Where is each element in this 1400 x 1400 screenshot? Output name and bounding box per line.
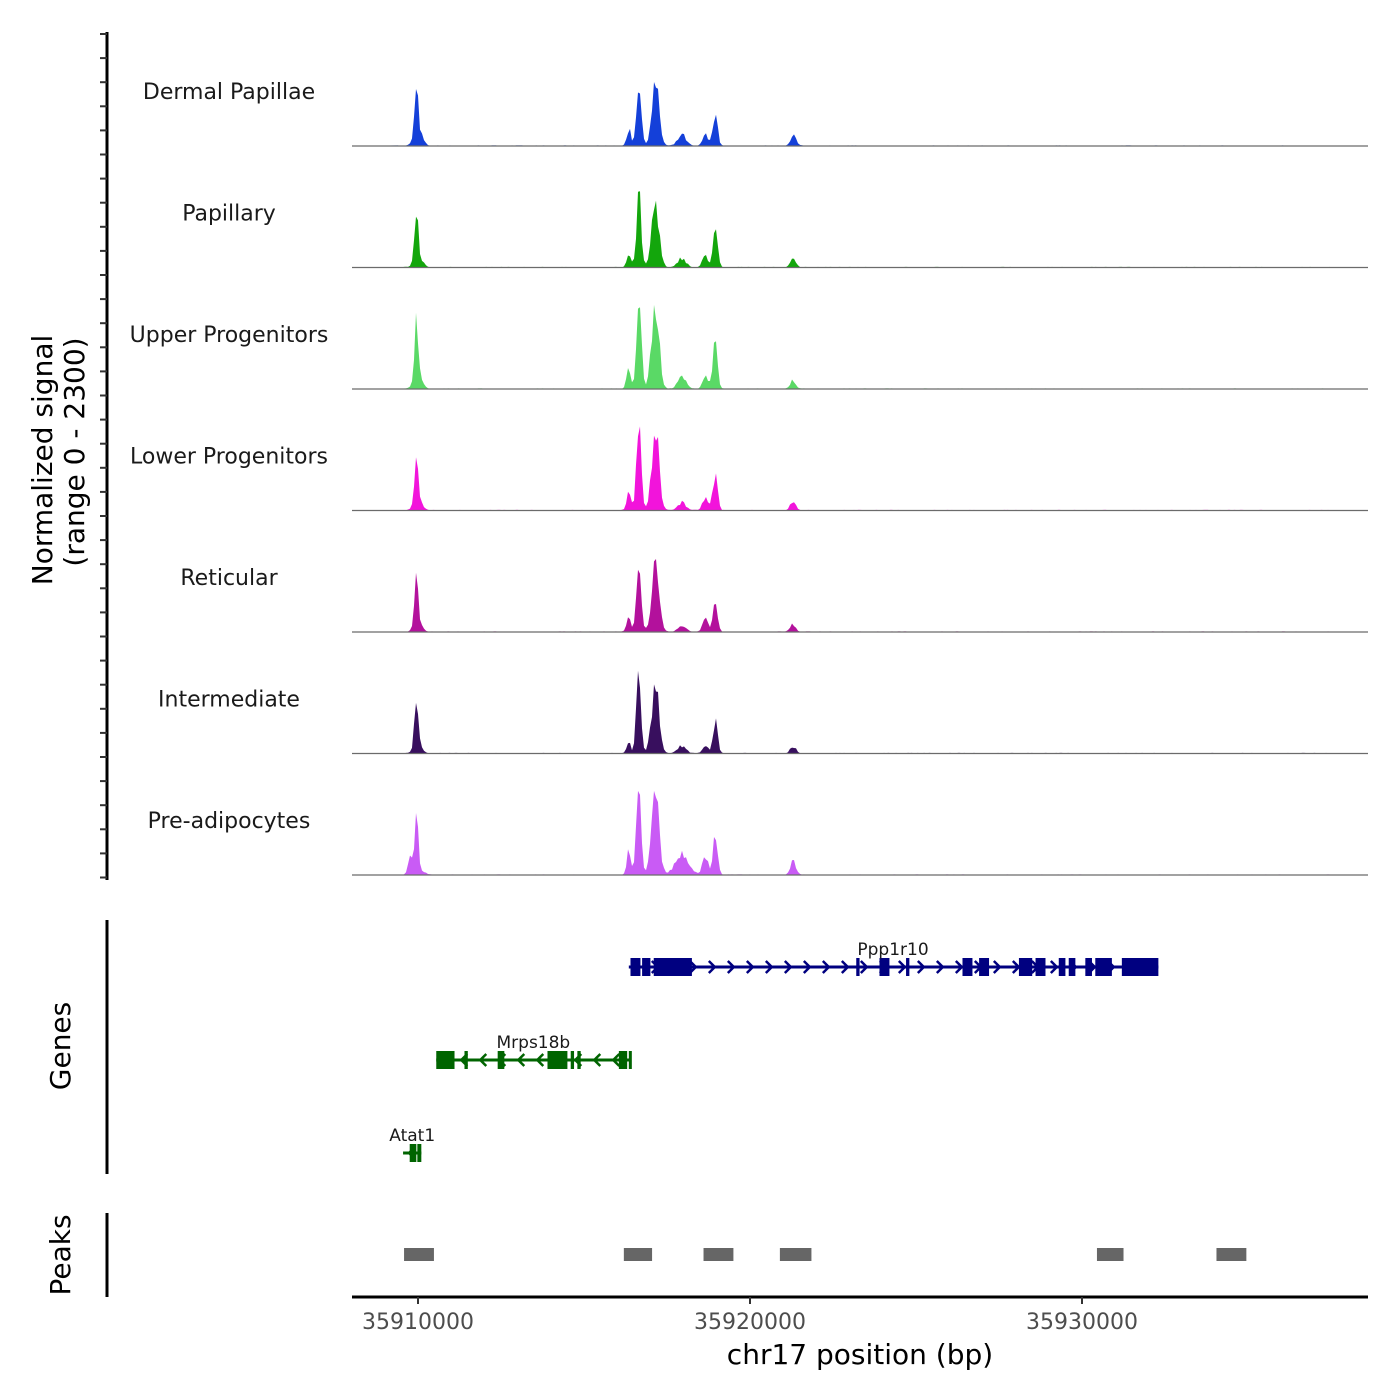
gene-exon xyxy=(1085,958,1092,976)
coverage-area xyxy=(352,82,1330,146)
coverage-tracks: Dermal Papillae Papillary Upper Progenitor… xyxy=(130,80,1368,876)
gene-exon xyxy=(577,1051,581,1069)
peaks-track-title: Peaks xyxy=(44,1214,77,1295)
gene-exon xyxy=(1018,958,1033,976)
track-label: Reticular xyxy=(180,566,278,591)
strand-arrow-icon xyxy=(516,1053,526,1067)
coverage-track: Papillary xyxy=(182,191,1368,269)
strand-arrow-icon xyxy=(954,960,964,974)
coverage-area xyxy=(352,304,1330,389)
y-axis-title: Normalized signal (range 0 - 2300) xyxy=(26,335,91,586)
track-label: Dermal Papillae xyxy=(143,80,315,105)
coverage-track: Upper Progenitors xyxy=(130,304,1368,390)
strand-arrow-icon xyxy=(840,960,850,974)
gene-exon xyxy=(1095,958,1112,976)
track-label: Pre-adipocytes xyxy=(148,809,311,834)
coverage-area xyxy=(352,426,1330,511)
genes-track-title: Genes xyxy=(44,1002,77,1090)
gene-label: Atat1 xyxy=(389,1126,435,1146)
track-label: Upper Progenitors xyxy=(130,323,329,348)
gene-exon xyxy=(630,958,641,976)
peak-region xyxy=(1216,1248,1247,1261)
strand-arrow-icon xyxy=(859,960,869,974)
gene-exon xyxy=(1121,958,1159,976)
strand-arrow-icon xyxy=(745,960,755,974)
strand-arrow-icon xyxy=(535,1053,545,1067)
coverage-area xyxy=(352,559,1330,632)
strand-arrow-icon xyxy=(821,960,831,974)
x-axis-tick-label: 35930000 xyxy=(1026,1310,1138,1335)
strand-arrow-icon xyxy=(707,960,717,974)
track-label: Papillary xyxy=(182,202,276,227)
coverage-track: Intermediate xyxy=(158,670,1368,755)
gene-exon xyxy=(497,1051,505,1069)
gene-exon xyxy=(417,1144,422,1162)
gene-exon xyxy=(979,958,990,976)
strand-arrow-icon xyxy=(783,960,793,974)
track-label: Lower Progenitors xyxy=(130,445,328,470)
track-label: Intermediate xyxy=(158,688,300,713)
peak-region xyxy=(779,1248,812,1261)
strand-arrow-icon xyxy=(992,960,1002,974)
coverage-track: Reticular xyxy=(180,559,1368,633)
gene-exon xyxy=(547,1051,568,1069)
coverage-area xyxy=(352,191,1330,268)
peak-region xyxy=(703,1248,734,1261)
coverage-track: Lower Progenitors xyxy=(130,426,1368,512)
strand-arrow-icon xyxy=(802,960,812,974)
coverage-area xyxy=(352,790,1330,875)
gene-exon xyxy=(464,1051,468,1069)
strand-arrow-icon xyxy=(726,960,736,974)
gene-exon xyxy=(962,958,973,976)
gene-exon xyxy=(1058,958,1066,976)
x-axis-tick-label: 35910000 xyxy=(362,1310,474,1335)
coverage-track: Pre-adipocytes xyxy=(148,790,1368,876)
gene: Ppp1r10 xyxy=(628,940,1159,976)
strand-arrow-icon xyxy=(764,960,774,974)
peak-regions xyxy=(404,1248,1247,1261)
strand-arrow-icon xyxy=(592,1053,602,1067)
gene-annotations: Ppp1r10 Mrps18b Atat1 xyxy=(389,940,1159,1162)
gene-label: Mrps18b xyxy=(497,1033,571,1053)
x-axis-title: chr17 position (bp) xyxy=(727,1338,993,1371)
gene-exon xyxy=(628,1051,632,1069)
gene-exon xyxy=(856,958,860,976)
gene: Mrps18b xyxy=(436,1033,632,1069)
x-axis-ticks: 35910000 35920000 35930000 xyxy=(362,1297,1138,1335)
strand-arrow-icon xyxy=(1011,960,1021,974)
strand-arrow-icon xyxy=(916,960,926,974)
gene-exon xyxy=(1035,958,1046,976)
strand-arrow-icon xyxy=(897,960,907,974)
strand-arrow-icon xyxy=(611,1053,621,1067)
coverage-track: Dermal Papillae xyxy=(143,80,1368,147)
gene-label: Ppp1r10 xyxy=(857,940,928,960)
y-axis-ticks xyxy=(100,33,107,879)
x-axis-tick-label: 35920000 xyxy=(694,1310,806,1335)
strand-arrow-icon xyxy=(478,1053,488,1067)
peak-region xyxy=(1096,1248,1124,1261)
gene-exon xyxy=(436,1051,455,1069)
strand-arrow-icon xyxy=(935,960,945,974)
gene-exon xyxy=(653,958,692,976)
coverage-area xyxy=(352,670,1330,754)
gene-exon xyxy=(879,958,890,976)
peak-region xyxy=(404,1248,434,1261)
gene-exon xyxy=(570,1051,575,1069)
y-axis-title-line1: Normalized signal xyxy=(26,335,59,586)
y-axis-title-line2: (range 0 - 2300) xyxy=(58,337,91,566)
peak-region xyxy=(623,1248,653,1261)
gene-exon xyxy=(642,958,651,976)
gene-exon xyxy=(1068,958,1076,976)
strand-arrow-icon xyxy=(1049,960,1059,974)
gene-exon xyxy=(906,958,910,976)
gene-exon xyxy=(618,1051,628,1069)
gene: Atat1 xyxy=(389,1126,435,1162)
gene-exon xyxy=(409,1144,417,1162)
